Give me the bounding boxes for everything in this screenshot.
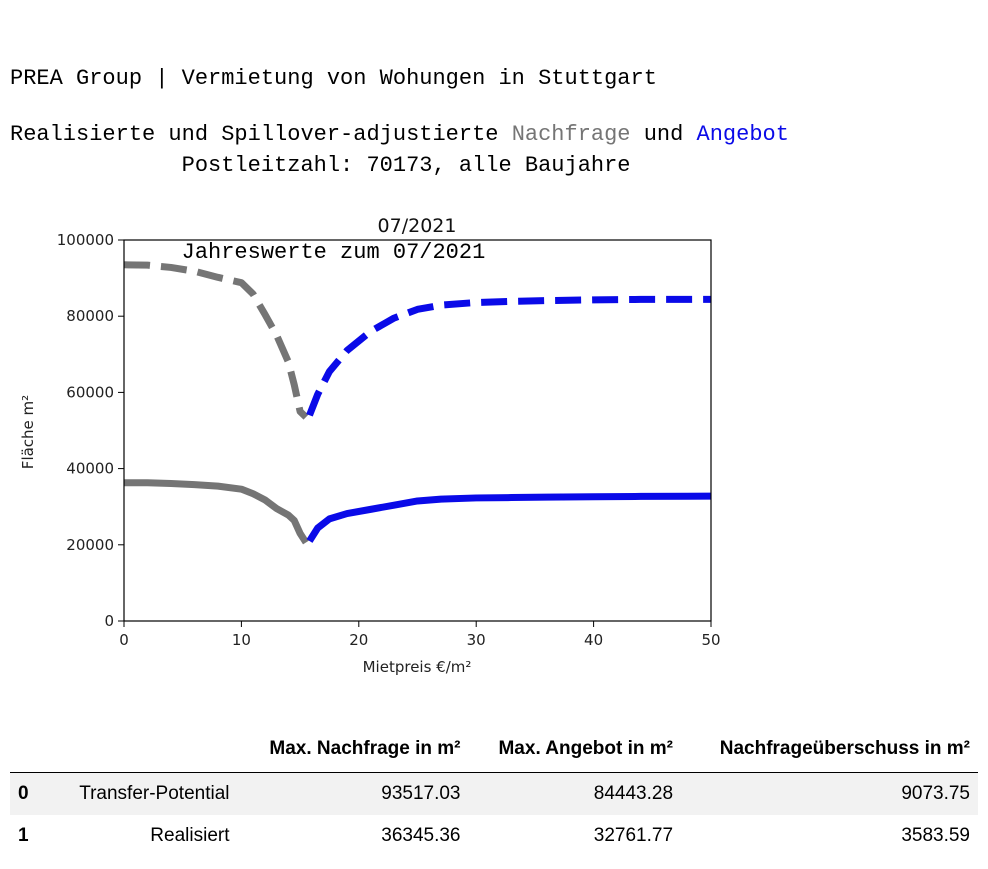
plot-title: 07/2021 [378,215,457,237]
x-axis-title: Mietpreis €/m² [363,658,472,676]
x-tick-label: 10 [232,631,251,649]
index-header [10,730,52,773]
chart-subtitle: Realisierte und Spillover-adjustierte Na… [10,122,789,147]
x-tick-label: 40 [584,631,603,649]
column-header-max-angebot: Max. Angebot in m² [468,730,682,773]
subtitle-prefix: Realisierte und Spillover-adjustierte [10,122,512,147]
table-header-row: Max. Nachfrage in m² Max. Angebot in m² … [10,730,978,773]
header-line-2: Postleitzahl: 70173, alle Baujahre [10,153,631,178]
row-index: 0 [10,772,52,815]
report-header: PREA Group | Vermietung von Wohungen in … [10,6,657,296]
column-header-nachfrageueberschuss: Nachfrageüberschuss in m² [681,730,978,773]
series-line-3 [306,492,712,543]
y-tick-label: 100000 [57,231,114,249]
cell-nachfrageueberschuss: 3583.59 [901,825,970,846]
x-axis: 0 10 20 30 40 50 [119,621,721,649]
x-tick-label: 50 [701,631,720,649]
y-axis: 0 20000 40000 60000 80000 100000 [57,231,124,630]
series-layer [123,261,712,545]
x-tick-label: 20 [349,631,368,649]
row-label: Transfer-Potential [52,772,238,815]
header-line-3: Jahreswerte zum 07/2021 [10,240,486,265]
y-tick-label: 0 [104,612,114,630]
line-chart: 07/2021 0 10 20 30 40 50 0 20000 40000 60000 8000… [19,215,721,676]
header-line-1: PREA Group | Vermietung von Wohungen in … [10,66,657,91]
column-header-max-nachfrage: Max. Nachfrage in m² [237,730,469,773]
cell-max-angebot: 84443.28 [468,772,682,815]
series-line-0 [123,261,309,420]
cell-max-nachfrage: 36345.36 [381,825,461,846]
series-line-1 [306,295,711,417]
cell-max-nachfrage: 93517.03 [237,772,469,815]
row-label: Realisiert [150,825,230,846]
y-tick-label: 60000 [66,383,114,401]
subtitle-angebot: Angebot [696,122,789,147]
table-row: 1 Realisiert 36345.36 32761.77 3583.59 [10,815,978,857]
cell-max-angebot: 32761.77 [593,825,674,846]
table-row: 0 Transfer-Potential 93517.03 84443.28 9… [10,772,978,815]
plot-frame [123,239,712,622]
x-tick-label: 0 [119,631,129,649]
x-tick-label: 30 [467,631,486,649]
y-axis-title: Fläche m² [19,395,37,469]
label-header [52,730,238,773]
series-line-2 [124,479,309,545]
cell-nachfrageueberschuss: 9073.75 [681,772,978,815]
summary-table: Max. Nachfrage in m² Max. Angebot in m² … [10,730,978,857]
subtitle-und: und [630,122,697,147]
row-index: 1 [18,825,29,846]
y-tick-label: 20000 [66,536,114,554]
subtitle-nachfrage: Nachfrage [511,122,631,147]
y-tick-label: 40000 [66,460,114,478]
y-tick-label: 80000 [66,307,114,325]
